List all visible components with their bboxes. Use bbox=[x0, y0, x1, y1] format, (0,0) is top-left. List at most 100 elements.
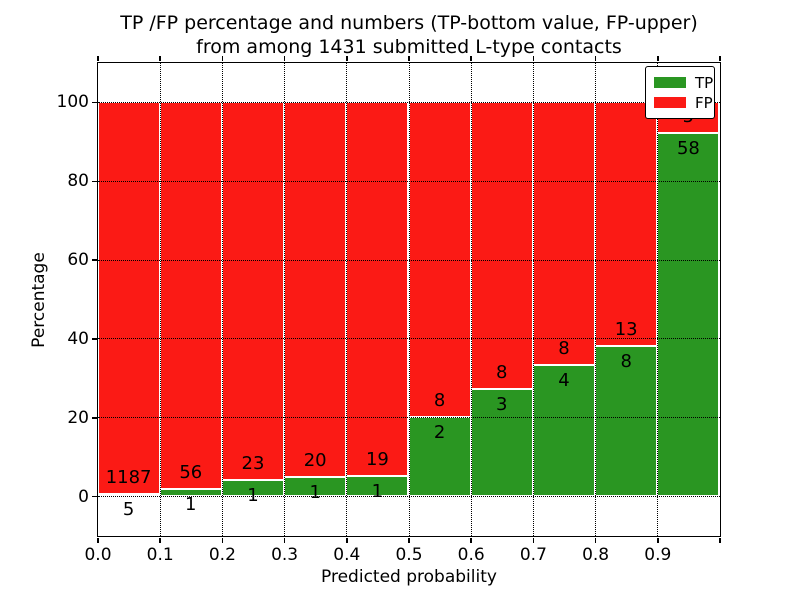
x-axis-top-tick bbox=[283, 56, 286, 61]
bar-fp-segment bbox=[97, 101, 160, 495]
x-axis-top-tick bbox=[719, 56, 721, 61]
x-tick-label: 0.9 bbox=[644, 545, 672, 565]
x-axis-tick bbox=[470, 538, 472, 543]
bar-tp-segment bbox=[595, 345, 658, 497]
bar-fp-segment bbox=[532, 101, 596, 365]
x-axis-top-tick bbox=[594, 56, 597, 61]
bar-tp-segment bbox=[470, 388, 533, 497]
bar-fp-count-label: 56 bbox=[179, 462, 203, 484]
x-axis-label: Predicted probability bbox=[321, 567, 497, 587]
bar-tp-count-label: 3 bbox=[496, 393, 508, 415]
v-gridline bbox=[159, 62, 161, 536]
x-axis-top-tick bbox=[408, 56, 410, 61]
bar-fp-count-label: 8 bbox=[496, 361, 508, 383]
x-axis-top-tick bbox=[97, 56, 99, 61]
x-axis-top-tick bbox=[470, 56, 472, 61]
plot-area: 11875561231201191828384138558 bbox=[96, 61, 721, 537]
bar-fp-segment bbox=[284, 101, 347, 478]
y-tick-label: 20 bbox=[67, 407, 89, 428]
v-gridline bbox=[532, 62, 534, 536]
bar-tp-count-label: 58 bbox=[676, 138, 700, 160]
x-axis-top-tick bbox=[221, 56, 224, 61]
bar-fp-segment bbox=[470, 101, 533, 389]
legend-row-fp: FP bbox=[654, 95, 714, 111]
bar-fp-count-label: 13 bbox=[614, 318, 638, 340]
y-tick-label: 0 bbox=[78, 486, 89, 507]
bar-tp-segment bbox=[97, 494, 160, 497]
y-axis-tick bbox=[91, 417, 97, 419]
legend-fp-label: FP bbox=[695, 93, 713, 112]
y-tick-label: 40 bbox=[67, 328, 89, 349]
v-gridline bbox=[221, 62, 223, 536]
bar-fp-segment bbox=[221, 101, 285, 480]
chart-title-line1: TP /FP percentage and numbers (TP-bottom… bbox=[120, 12, 698, 34]
chart-title-line2: from among 1431 submitted L-type contact… bbox=[196, 36, 622, 58]
y-axis-label: Percentage bbox=[29, 252, 49, 348]
bar-fp-count-label: 19 bbox=[365, 449, 389, 471]
bar-tp-segment bbox=[532, 364, 596, 497]
y-axis-tick bbox=[91, 259, 97, 261]
legend-row-tp: TP bbox=[654, 75, 714, 91]
bar-fp-count-label: 8 bbox=[558, 337, 570, 359]
chart-title: TP /FP percentage and numbers (TP-bottom… bbox=[98, 11, 720, 59]
bar-fp-count-label: 23 bbox=[241, 452, 265, 474]
bar-tp-segment bbox=[657, 133, 720, 497]
x-tick-label: 0.3 bbox=[271, 545, 299, 565]
x-axis-tick bbox=[719, 538, 721, 543]
x-tick-label: 0.0 bbox=[84, 545, 112, 565]
x-axis-tick bbox=[594, 538, 597, 543]
x-tick-label: 0.2 bbox=[208, 545, 236, 565]
bar-fp-segment bbox=[346, 101, 409, 477]
x-axis-tick bbox=[97, 538, 99, 543]
x-tick-label: 0.1 bbox=[146, 545, 174, 565]
y-tick-label: 80 bbox=[67, 171, 89, 192]
x-tick-label: 0.5 bbox=[395, 545, 423, 565]
bar-fp-count-label: 8 bbox=[433, 390, 446, 412]
x-axis-top-tick bbox=[159, 56, 161, 61]
y-axis-tick bbox=[91, 180, 97, 182]
bar-tp-count-label: 2 bbox=[433, 422, 446, 444]
x-axis-tick bbox=[408, 538, 410, 543]
bar-tp-count-label: 1 bbox=[185, 494, 197, 516]
x-axis-top-tick bbox=[657, 56, 659, 61]
legend-tp-label: TP bbox=[695, 73, 714, 92]
y-axis-tick bbox=[91, 495, 97, 498]
bar-tp-count-label: 1 bbox=[309, 482, 321, 504]
v-gridline bbox=[284, 62, 286, 536]
bar-tp-count-label: 4 bbox=[558, 369, 570, 391]
bar-fp-segment bbox=[408, 101, 471, 418]
legend-tp-swatch-icon bbox=[654, 77, 686, 88]
y-tick-label: 100 bbox=[56, 92, 89, 113]
x-axis-tick bbox=[657, 538, 659, 543]
bar-fp-count-label: 20 bbox=[303, 450, 327, 472]
v-gridline bbox=[408, 62, 410, 536]
legend: TP FP bbox=[645, 66, 715, 119]
bar-fp-count-label: 1187 bbox=[105, 467, 152, 489]
x-tick-label: 0.8 bbox=[582, 545, 610, 565]
bar-tp-count-label: 1 bbox=[247, 484, 259, 506]
x-tick-label: 0.7 bbox=[519, 545, 547, 565]
bar-tp-count-label: 1 bbox=[371, 481, 384, 503]
bar-tp-count-label: 5 bbox=[122, 499, 135, 521]
x-axis-tick bbox=[221, 538, 224, 543]
x-axis-tick bbox=[346, 538, 348, 543]
x-tick-label: 0.6 bbox=[457, 545, 485, 565]
bar-tp-count-label: 8 bbox=[620, 350, 632, 372]
v-gridline bbox=[470, 62, 472, 536]
v-gridline bbox=[346, 62, 348, 536]
v-gridline bbox=[595, 62, 597, 536]
legend-fp-swatch-icon bbox=[654, 97, 686, 108]
x-axis-tick bbox=[532, 538, 535, 543]
y-axis-tick bbox=[91, 338, 97, 340]
y-tick-label: 60 bbox=[67, 250, 89, 271]
y-axis-tick bbox=[91, 101, 97, 104]
x-axis-tick bbox=[283, 538, 286, 543]
bar-fp-segment bbox=[595, 101, 658, 346]
x-tick-label: 0.4 bbox=[333, 545, 361, 565]
x-axis-tick bbox=[159, 538, 161, 543]
x-axis-top-tick bbox=[346, 56, 348, 61]
bar-fp-segment bbox=[159, 101, 222, 490]
v-gridline bbox=[657, 62, 659, 536]
x-axis-top-tick bbox=[532, 56, 535, 61]
